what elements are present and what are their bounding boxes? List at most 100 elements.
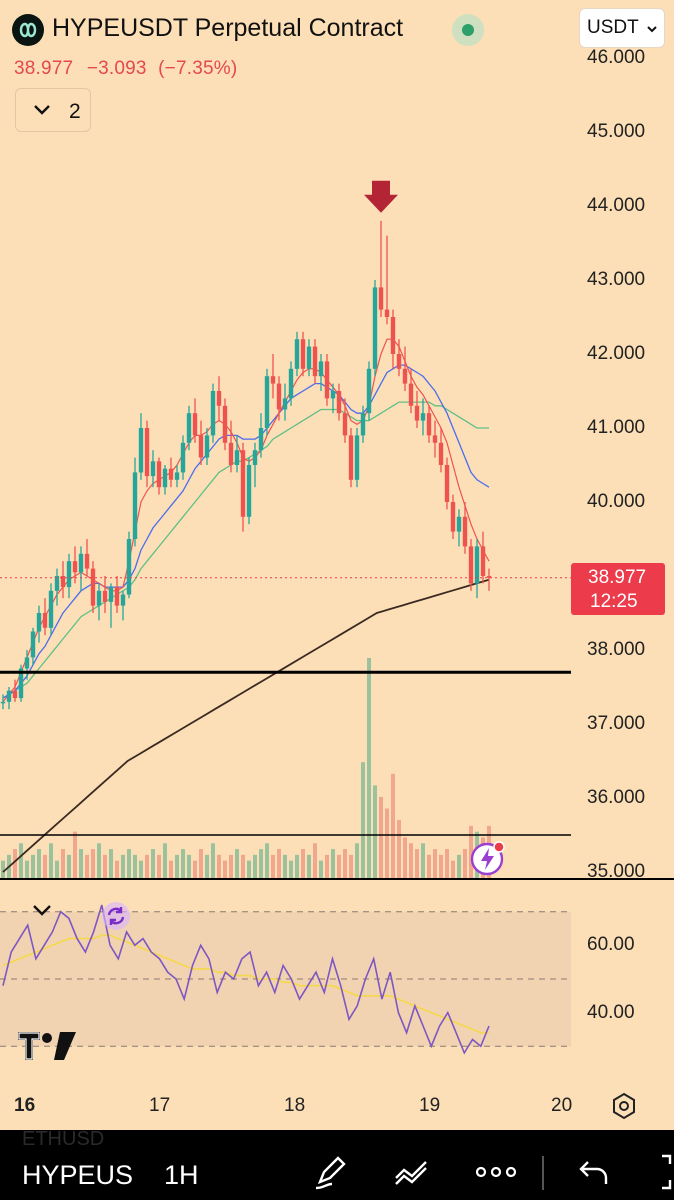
collapsed-indicator-count: 2: [69, 100, 81, 123]
price-change-percent: (−7.35%): [158, 58, 238, 79]
candle-body: [300, 339, 306, 369]
candle-body: [378, 287, 384, 310]
candle-body: [312, 346, 318, 377]
volume-bar: [451, 860, 455, 878]
candle-body: [390, 317, 396, 354]
volume-bar: [463, 849, 467, 878]
currency-select[interactable]: USDT: [579, 8, 665, 48]
settings-icon[interactable]: [608, 1090, 640, 1122]
volume-bar: [193, 860, 197, 878]
price-axis-label: 35.000: [587, 861, 646, 882]
candle-countdown: 12:25: [590, 591, 638, 612]
volume-bar: [223, 860, 227, 878]
volume-bar: [25, 860, 29, 878]
time-axis-label: 17: [149, 1095, 171, 1116]
candle-body: [456, 516, 462, 532]
volume-bar: [439, 854, 443, 878]
tradingview-logo-icon: [18, 1032, 76, 1060]
volume-bar: [259, 849, 263, 878]
replay-sync-icon[interactable]: [100, 900, 132, 932]
volume-bar: [145, 854, 149, 878]
candle-body: [36, 613, 42, 632]
candle-body: [24, 657, 30, 669]
candle-body: [96, 590, 102, 606]
candle-body: [354, 435, 360, 480]
more-icon[interactable]: [474, 1160, 518, 1184]
candle-body: [336, 391, 342, 414]
volume-bar: [49, 843, 53, 878]
indicators-collapse-button[interactable]: [15, 88, 91, 132]
volume-bar: [295, 854, 299, 878]
candle-body: [174, 472, 180, 480]
candle-body: [252, 450, 258, 465]
candle-body: [18, 668, 24, 699]
market-open-dot: [462, 24, 474, 36]
candle-body: [396, 354, 402, 369]
candle-body: [42, 613, 48, 628]
volume-bar: [79, 849, 83, 878]
volume-bar: [19, 843, 23, 878]
coin-logo-icon: [12, 14, 44, 46]
candle-body: [342, 413, 348, 436]
candle-body: [276, 383, 282, 410]
volume-bar: [349, 854, 353, 878]
candle-body: [72, 561, 78, 573]
volume-bar: [367, 658, 371, 878]
candle-body: [30, 631, 36, 658]
candle-body: [204, 435, 210, 458]
symbol-button[interactable]: HYPEUS: [22, 1160, 134, 1190]
volume-bar: [229, 854, 233, 878]
price-axis-label: 37.000: [587, 713, 646, 734]
volume-bar: [283, 854, 287, 878]
candle-body: [186, 413, 192, 443]
volume-bar: [217, 854, 221, 878]
candle-body: [108, 587, 114, 602]
volume-bar: [397, 820, 401, 878]
volume-bar: [181, 849, 185, 878]
indicators-icon[interactable]: [392, 1152, 432, 1192]
candle-body: [228, 442, 234, 465]
candle-body: [168, 468, 174, 480]
candle-body: [216, 391, 222, 406]
candle-body: [384, 309, 390, 317]
candle-body: [318, 361, 324, 377]
volume-bar: [163, 843, 167, 878]
volume-bar: [265, 843, 269, 878]
candle-body: [132, 472, 138, 539]
candle-body: [240, 450, 246, 517]
volume-bar: [247, 860, 251, 878]
price-axis-label: 36.000: [587, 787, 646, 808]
rsi-collapse-icon[interactable]: [28, 900, 56, 920]
candle-body: [444, 465, 450, 502]
candle-body: [222, 405, 228, 443]
volume-bar: [91, 849, 95, 878]
lightning-alert-icon[interactable]: [470, 840, 506, 876]
candle-body: [90, 568, 96, 606]
candle-body: [162, 468, 168, 488]
volume-bar: [13, 849, 17, 878]
price-axis-label: 46.000: [587, 47, 646, 68]
drawing-tool-icon[interactable]: [312, 1152, 352, 1192]
fullscreen-icon[interactable]: [648, 1152, 674, 1192]
volume-bar: [421, 843, 425, 878]
candle-body: [402, 368, 408, 384]
candle-body: [114, 587, 120, 606]
volume-bar: [127, 849, 131, 878]
candle-body: [432, 435, 438, 443]
volume-bar: [373, 785, 377, 878]
undo-icon[interactable]: [576, 1154, 612, 1190]
candle-body: [462, 516, 468, 547]
volume-bar: [445, 849, 449, 878]
symbol-title[interactable]: HYPEUSDT Perpetual Contract: [52, 14, 404, 42]
candle-body: [6, 690, 12, 702]
price-axis-label: 44.000: [587, 195, 646, 216]
volume-bar: [403, 837, 407, 878]
interval-button[interactable]: 1H: [164, 1160, 199, 1190]
volume-bar: [205, 854, 209, 878]
peak-arrow-marker: [364, 180, 398, 213]
price-chart[interactable]: [0, 0, 674, 1130]
candle-body: [144, 428, 150, 477]
candle-body: [66, 561, 72, 588]
volume-bar: [409, 843, 413, 878]
volume-bar: [115, 860, 119, 878]
